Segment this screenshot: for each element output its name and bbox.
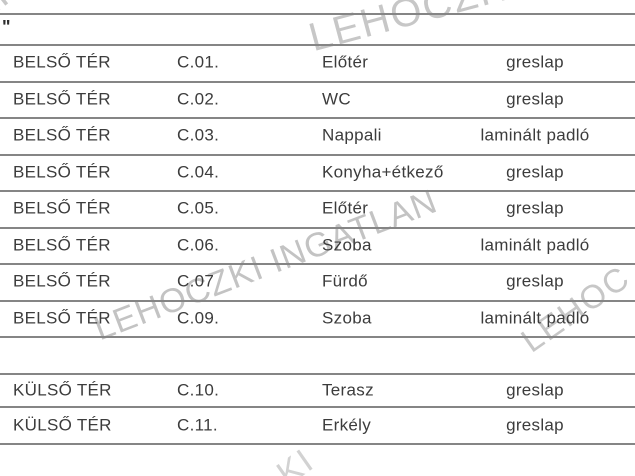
table-header-fragment-row: "	[0, 15, 635, 46]
code-cell: C.03.	[177, 125, 220, 145]
table-row: BELSŐ TÉR C.09. Szoba laminált padló	[0, 302, 635, 338]
zone-cell: BELSŐ TÉR	[13, 308, 111, 328]
floor-cell: laminált padló	[480, 125, 590, 145]
room-cell: Fürdő	[322, 271, 368, 291]
room-cell: Konyha+étkező	[322, 162, 444, 182]
room-cell: Előtér	[322, 52, 369, 72]
floor-cell: greslap	[506, 89, 564, 109]
table-row: BELSŐ TÉR C.02. WC greslap	[0, 83, 635, 119]
room-cell: Előtér	[322, 198, 369, 218]
code-cell: C.07	[177, 271, 215, 291]
table-row: BELSŐ TÉR C.03. Nappali laminált padló	[0, 119, 635, 156]
room-finish-table: " BELSŐ TÉR C.01. Előtér greslap BELSŐ T…	[0, 13, 635, 445]
cutoff-quote-text: "	[2, 16, 11, 37]
code-cell: C.01.	[177, 52, 220, 72]
watermark-bottom-fragment: KI	[270, 441, 322, 476]
floor-cell: greslap	[506, 380, 564, 400]
table-row: BELSŐ TÉR C.05. Előtér greslap	[0, 192, 635, 229]
room-cell: Szoba	[322, 308, 372, 328]
code-cell: C.09.	[177, 308, 220, 328]
table-row: KÜLSŐ TÉR C.11. Erkély greslap	[0, 408, 635, 445]
table-row: BELSŐ TÉR C.06. Szoba laminált padló	[0, 229, 635, 265]
table-row: KÜLSŐ TÉR C.10. Terasz greslap	[0, 375, 635, 408]
floor-cell: greslap	[506, 52, 564, 72]
table-row: BELSŐ TÉR C.01. Előtér greslap	[0, 46, 635, 83]
zone-cell: BELSŐ TÉR	[13, 271, 111, 291]
zone-cell: BELSŐ TÉR	[13, 89, 111, 109]
room-cell: WC	[322, 89, 351, 109]
zone-cell: BELSŐ TÉR	[13, 162, 111, 182]
floor-cell: greslap	[506, 415, 564, 435]
floor-cell: laminált padló	[480, 308, 590, 328]
code-cell: C.11.	[177, 415, 218, 435]
room-cell: Szoba	[322, 235, 372, 255]
code-cell: C.02.	[177, 89, 220, 109]
room-cell: Erkély	[322, 415, 372, 435]
table-section-gap-row	[0, 338, 635, 375]
code-cell: C.04.	[177, 162, 220, 182]
zone-cell: BELSŐ TÉR	[13, 235, 111, 255]
floor-cell: laminált padló	[480, 235, 590, 255]
zone-cell: BELSŐ TÉR	[13, 125, 111, 145]
room-cell: Nappali	[322, 125, 382, 145]
room-cell: Terasz	[322, 380, 374, 400]
zone-cell: BELSŐ TÉR	[13, 52, 111, 72]
table-row: BELSŐ TÉR C.04. Konyha+étkező greslap	[0, 156, 635, 192]
floor-cell: greslap	[506, 271, 564, 291]
code-cell: C.05.	[177, 198, 220, 218]
zone-cell: BELSŐ TÉR	[13, 198, 111, 218]
code-cell: C.10.	[177, 380, 220, 400]
floor-cell: greslap	[506, 198, 564, 218]
floor-cell: greslap	[506, 162, 564, 182]
table-row: BELSŐ TÉR C.07 Fürdő greslap	[0, 265, 635, 302]
code-cell: C.06.	[177, 235, 220, 255]
zone-cell: KÜLSŐ TÉR	[13, 380, 112, 400]
zone-cell: KÜLSŐ TÉR	[13, 415, 112, 435]
